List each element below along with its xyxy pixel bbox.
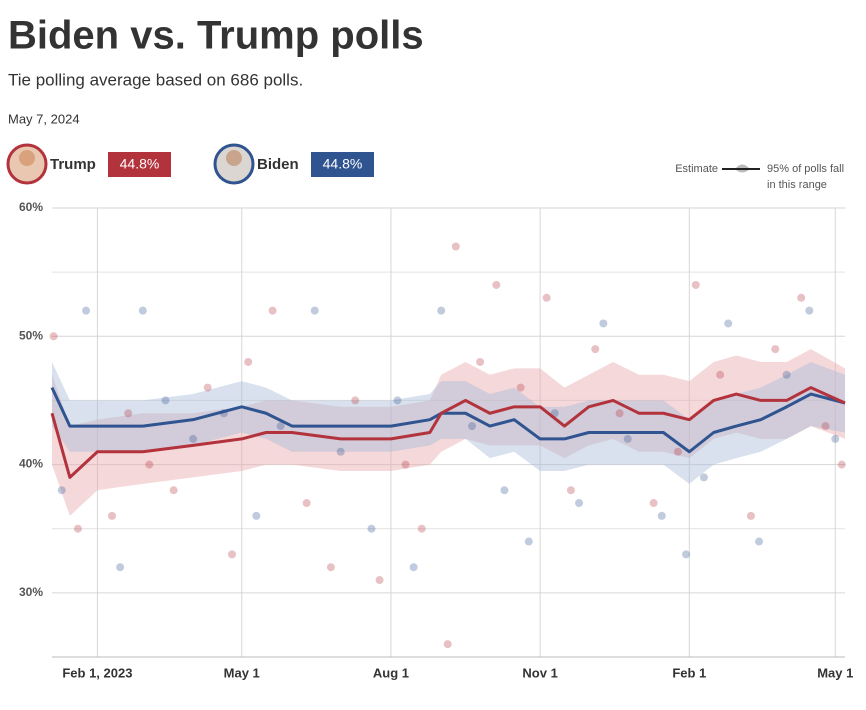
legend-badge xyxy=(311,152,374,177)
y-tick-label: 30% xyxy=(19,585,43,599)
x-tick-label: Feb 1 xyxy=(672,665,706,680)
poll-dot xyxy=(203,383,212,392)
poll-dot xyxy=(599,319,608,328)
poll-dot xyxy=(244,357,253,366)
poll-dot xyxy=(108,511,117,520)
poll-dot xyxy=(691,280,700,289)
date: May 7, 2024 xyxy=(8,111,80,126)
legend-name: Trump xyxy=(50,156,96,173)
poll-dot xyxy=(837,460,846,469)
poll-dot xyxy=(476,357,485,366)
poll-dot xyxy=(116,563,125,572)
confidence-band xyxy=(52,349,845,516)
poll-dot xyxy=(649,499,658,508)
poll-dot xyxy=(542,293,551,302)
poll-dot xyxy=(276,422,285,431)
poll-dot xyxy=(145,460,154,469)
poll-dot xyxy=(724,319,733,328)
poll-dot xyxy=(782,370,791,379)
poll-dot xyxy=(302,499,311,508)
poll-dot xyxy=(821,422,830,431)
poll-dot xyxy=(393,396,402,405)
poll-dot xyxy=(500,486,509,495)
x-tick-label: May 1 xyxy=(224,665,260,680)
legend-band-text: in this range xyxy=(767,179,827,191)
poll-dot xyxy=(161,396,170,405)
y-tick-label: 40% xyxy=(19,457,43,471)
poll-dot xyxy=(492,280,501,289)
poll-dot xyxy=(682,550,691,559)
poll-dot xyxy=(169,486,178,495)
poll-dot xyxy=(57,486,66,495)
poll-dot xyxy=(326,563,335,572)
legend-badge xyxy=(108,152,171,177)
y-tick-label: 50% xyxy=(19,328,43,342)
poll-dot xyxy=(409,563,418,572)
poll-dot xyxy=(591,345,600,354)
poll-dot xyxy=(524,537,533,546)
poll-dot xyxy=(566,486,575,495)
poll-dot xyxy=(657,511,666,520)
poll-dot xyxy=(516,383,525,392)
poll-dot xyxy=(252,511,261,520)
poll-dot xyxy=(138,306,147,315)
poll-dot xyxy=(451,242,460,251)
poll-dot xyxy=(771,345,780,354)
poll-dot xyxy=(623,434,632,443)
poll-dot xyxy=(367,524,376,533)
legend-value: 44.8% xyxy=(120,156,160,172)
poll-dot xyxy=(716,370,725,379)
x-tick-label: Feb 1, 2023 xyxy=(62,665,132,680)
poll-dot xyxy=(746,511,755,520)
average-line xyxy=(50,386,846,479)
y-tick-label: 60% xyxy=(19,200,43,214)
poll-dot xyxy=(124,409,133,418)
poll-dot xyxy=(73,524,82,533)
poll-dot xyxy=(49,332,58,341)
poll-dot xyxy=(268,306,277,315)
average-line xyxy=(50,386,846,454)
poll-dot xyxy=(336,447,345,456)
poll-dot xyxy=(615,409,624,418)
x-tick-label: Aug 1 xyxy=(373,665,409,680)
poll-dot xyxy=(755,537,764,546)
poll-dot xyxy=(375,576,384,585)
legend-band-text: 95% of polls fall xyxy=(767,163,844,175)
legend-value: 44.8% xyxy=(323,156,363,172)
poll-dot xyxy=(417,524,426,533)
poll-dot xyxy=(310,306,319,315)
poll-dot xyxy=(699,473,708,482)
poll-dot xyxy=(468,422,477,431)
poll-dot xyxy=(575,499,584,508)
poll-dot xyxy=(831,434,840,443)
x-tick-label: May 1 xyxy=(817,665,853,680)
legend-estimate: Estimate xyxy=(675,163,718,175)
poll-dot xyxy=(82,306,91,315)
poll-dot xyxy=(189,434,198,443)
poll-dot xyxy=(443,640,452,649)
x-tick-label: Nov 1 xyxy=(522,665,557,680)
poll-dot xyxy=(797,293,806,302)
poll-dot xyxy=(805,306,814,315)
legend-name: Biden xyxy=(257,156,299,173)
confidence-band xyxy=(52,361,845,484)
poll-dot xyxy=(351,396,360,405)
poll-dot xyxy=(437,306,446,315)
avatar xyxy=(6,143,48,185)
poll-dot xyxy=(228,550,237,559)
title: Biden vs. Trump polls xyxy=(8,14,424,58)
avatar xyxy=(213,143,255,185)
poll-dot xyxy=(401,460,410,469)
poll-dot xyxy=(673,447,682,456)
subtitle: Tie polling average based on 686 polls. xyxy=(8,70,303,89)
